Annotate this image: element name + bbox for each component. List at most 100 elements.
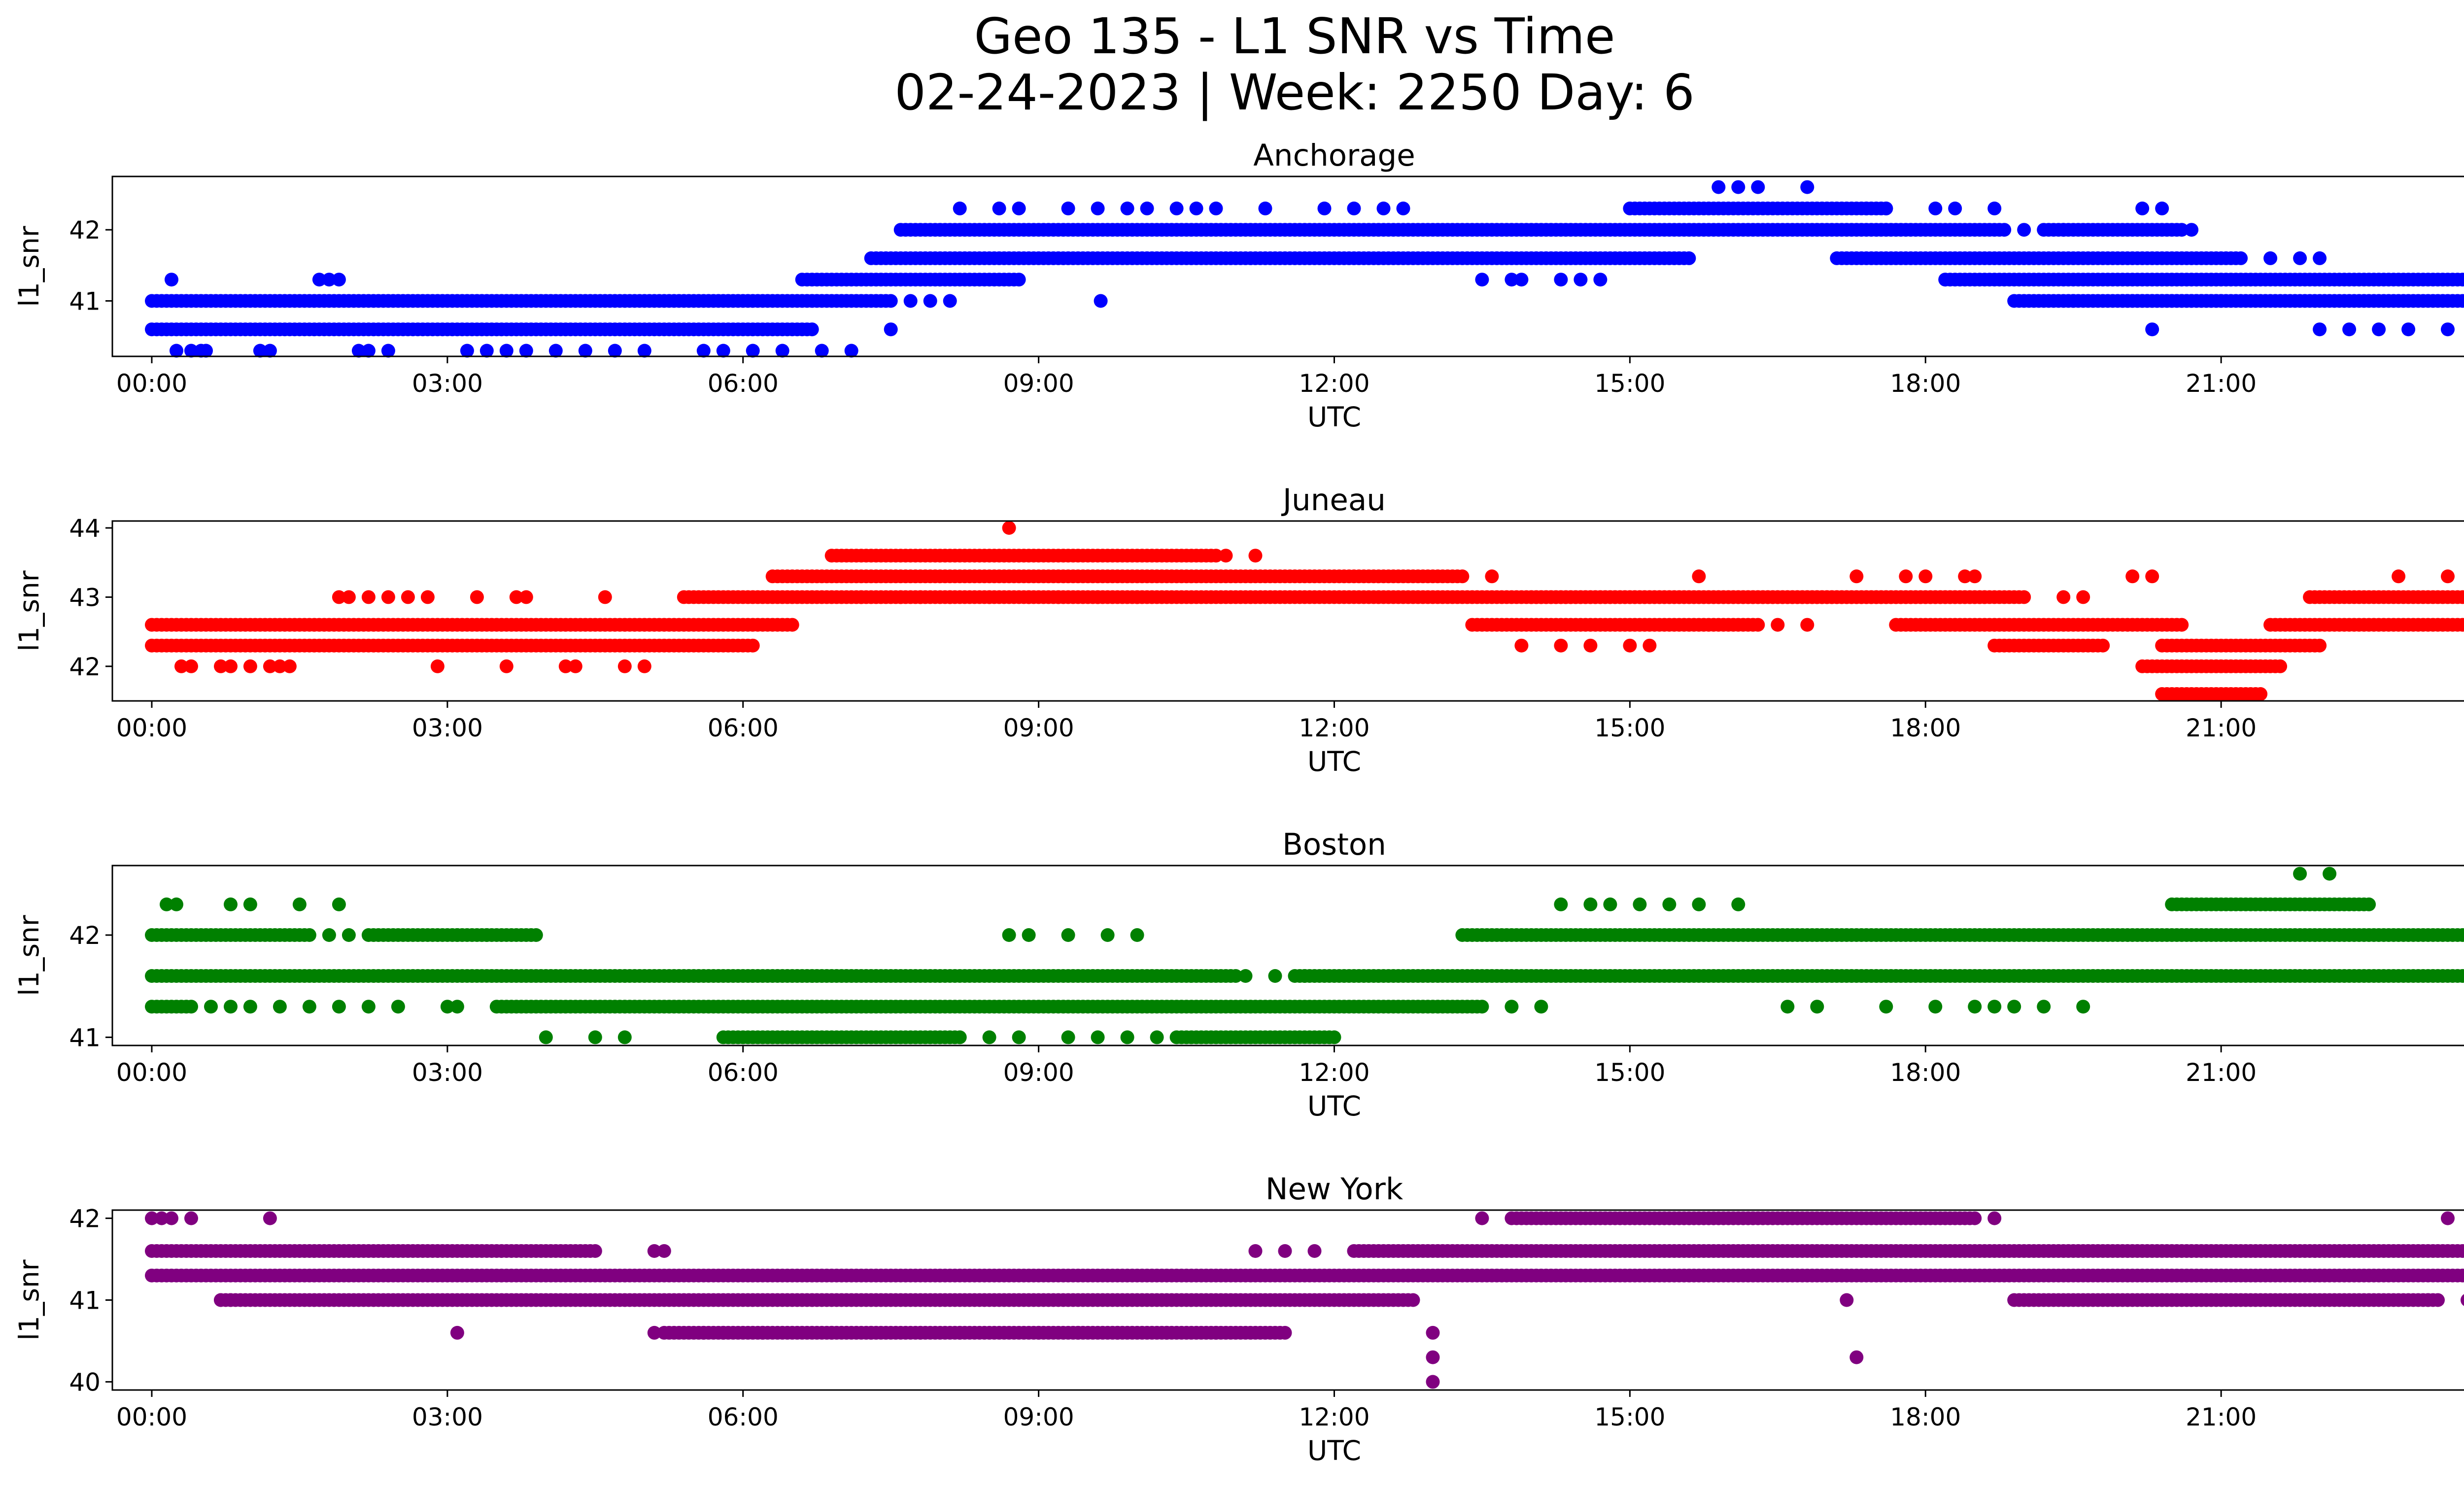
data-point: [1455, 569, 1470, 584]
data-point: [2066, 294, 2081, 308]
data-point: [420, 590, 435, 604]
data-point: [982, 590, 996, 604]
scatter-series: [145, 180, 2464, 358]
scatter-series: [145, 867, 2464, 1044]
data-point: [2313, 251, 2327, 265]
data-point: [1094, 294, 1108, 308]
x-axis-label: UTC: [1307, 746, 1361, 777]
data-point: [184, 659, 198, 673]
data-point: [1120, 201, 1134, 215]
y-axis-label: l1_snr: [13, 915, 45, 996]
scatter-series: [145, 521, 2464, 701]
data-point: [2254, 687, 2268, 701]
data-point: [184, 344, 198, 358]
data-point: [1130, 590, 1144, 604]
y-tick-label: 43: [69, 583, 101, 612]
data-point: [322, 928, 336, 942]
data-point: [224, 1000, 238, 1014]
data-point: [401, 590, 415, 604]
data-point: [1051, 590, 1065, 604]
data-point: [1475, 273, 1489, 287]
data-point: [617, 659, 632, 673]
data-point: [2007, 1000, 2021, 1014]
data-point: [1554, 897, 1568, 911]
data-point: [637, 344, 651, 358]
data-point: [1396, 201, 1410, 215]
data-point: [243, 1000, 257, 1014]
data-point: [2096, 638, 2110, 653]
x-tick-label: 03:00: [412, 369, 483, 398]
data-point: [1751, 180, 1765, 194]
data-point: [2362, 897, 2376, 911]
data-point: [381, 344, 395, 358]
x-tick-label: 06:00: [708, 369, 779, 398]
x-tick-label: 21:00: [2186, 1058, 2257, 1087]
data-point: [608, 344, 622, 358]
data-point: [1100, 928, 1115, 942]
data-point: [2076, 590, 2090, 604]
data-point: [598, 590, 612, 604]
x-tick-label: 09:00: [1003, 369, 1074, 398]
data-point: [1574, 273, 1588, 287]
y-tick-label: 44: [69, 514, 101, 543]
data-point: [1583, 897, 1598, 911]
data-point: [2392, 569, 2406, 584]
data-point: [312, 273, 326, 287]
data-point: [2461, 295, 2464, 307]
data-point: [184, 1000, 198, 1014]
data-point: [361, 1000, 376, 1014]
data-point: [1810, 1000, 1824, 1014]
data-point: [2461, 591, 2464, 603]
data-point: [214, 659, 228, 673]
data-point: [263, 659, 277, 673]
data-point: [2461, 970, 2464, 982]
data-point: [1120, 1030, 1134, 1044]
data-point: [1505, 1000, 1519, 1014]
data-point: [2293, 867, 2307, 881]
data-point: [1012, 273, 1026, 287]
data-point: [1278, 1325, 1292, 1340]
x-tick-label: 00:00: [116, 714, 187, 742]
scatter-series: [145, 1211, 2464, 1389]
data-point: [1997, 223, 2012, 237]
data-point: [2076, 1000, 2090, 1014]
x-tick-label: 09:00: [1003, 714, 1074, 742]
data-point: [953, 201, 967, 215]
data-point: [1268, 969, 1282, 983]
data-point: [1711, 180, 1726, 194]
data-point: [2017, 590, 2031, 604]
data-point: [2175, 618, 2189, 632]
data-point: [2145, 322, 2159, 337]
x-tick-label: 00:00: [116, 369, 187, 398]
figure-title-line1: Geo 135 - L1 SNR vs Time: [974, 7, 1615, 65]
y-axis-label: l1_snr: [13, 570, 45, 651]
data-point: [2441, 569, 2455, 584]
data-point: [815, 344, 829, 358]
data-point: [1022, 590, 1036, 604]
data-point: [351, 344, 366, 358]
data-point: [430, 659, 445, 673]
data-point: [302, 928, 316, 942]
data-point: [953, 1030, 967, 1044]
data-point: [1692, 569, 1706, 584]
data-point: [1554, 273, 1568, 287]
data-point: [2461, 929, 2464, 941]
data-point: [361, 344, 376, 358]
data-point: [1298, 969, 1312, 983]
x-tick-label: 00:00: [116, 1058, 187, 1087]
data-point: [1731, 180, 1745, 194]
x-tick-label: 18:00: [1890, 369, 1961, 398]
data-point: [1583, 638, 1598, 653]
data-point: [2323, 867, 2337, 881]
data-point: [943, 294, 957, 308]
data-point: [499, 344, 513, 358]
data-point: [529, 928, 543, 942]
data-point: [1091, 590, 1105, 604]
data-point: [1938, 273, 1952, 287]
data-point: [1534, 1000, 1548, 1014]
data-point: [381, 590, 395, 604]
data-point: [805, 322, 819, 337]
data-point: [1002, 521, 1016, 535]
data-point: [1229, 969, 1243, 983]
